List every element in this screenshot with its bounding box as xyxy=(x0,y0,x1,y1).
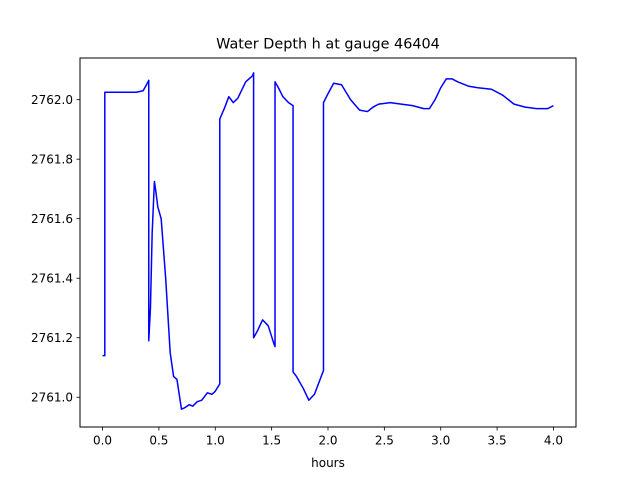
chart-title: Water Depth h at gauge 46404 xyxy=(216,37,440,53)
y-tick-label: 2761.6 xyxy=(31,212,73,226)
x-tick-label: 3.0 xyxy=(431,434,450,448)
y-tick-label: 2762.0 xyxy=(31,93,73,107)
x-tick-label: 3.5 xyxy=(488,434,507,448)
x-tick-label: 2.5 xyxy=(375,434,394,448)
x-axis-label: hours xyxy=(311,456,345,470)
y-tick-label: 2761.8 xyxy=(31,152,73,166)
x-tick-label: 1.5 xyxy=(262,434,281,448)
x-tick-label: 0.5 xyxy=(149,434,168,448)
x-tick-label: 2.0 xyxy=(318,434,337,448)
x-tick-label: 4.0 xyxy=(544,434,563,448)
x-tick-label: 1.0 xyxy=(206,434,225,448)
y-tick-label: 2761.2 xyxy=(31,331,73,345)
y-tick-label: 2761.4 xyxy=(31,272,73,286)
y-axis-ticks: 2761.0 2761.2 2761.4 2761.6 2761.8 2762.0 xyxy=(31,93,80,405)
y-tick-label: 2761.0 xyxy=(31,391,73,405)
series-layer xyxy=(102,72,554,410)
x-tick-label: 0.0 xyxy=(93,434,112,448)
series-line-0 xyxy=(102,72,554,410)
x-axis-ticks: 0.0 0.5 1.0 1.5 2.0 2.5 3.0 3.5 4.0 xyxy=(93,427,563,448)
